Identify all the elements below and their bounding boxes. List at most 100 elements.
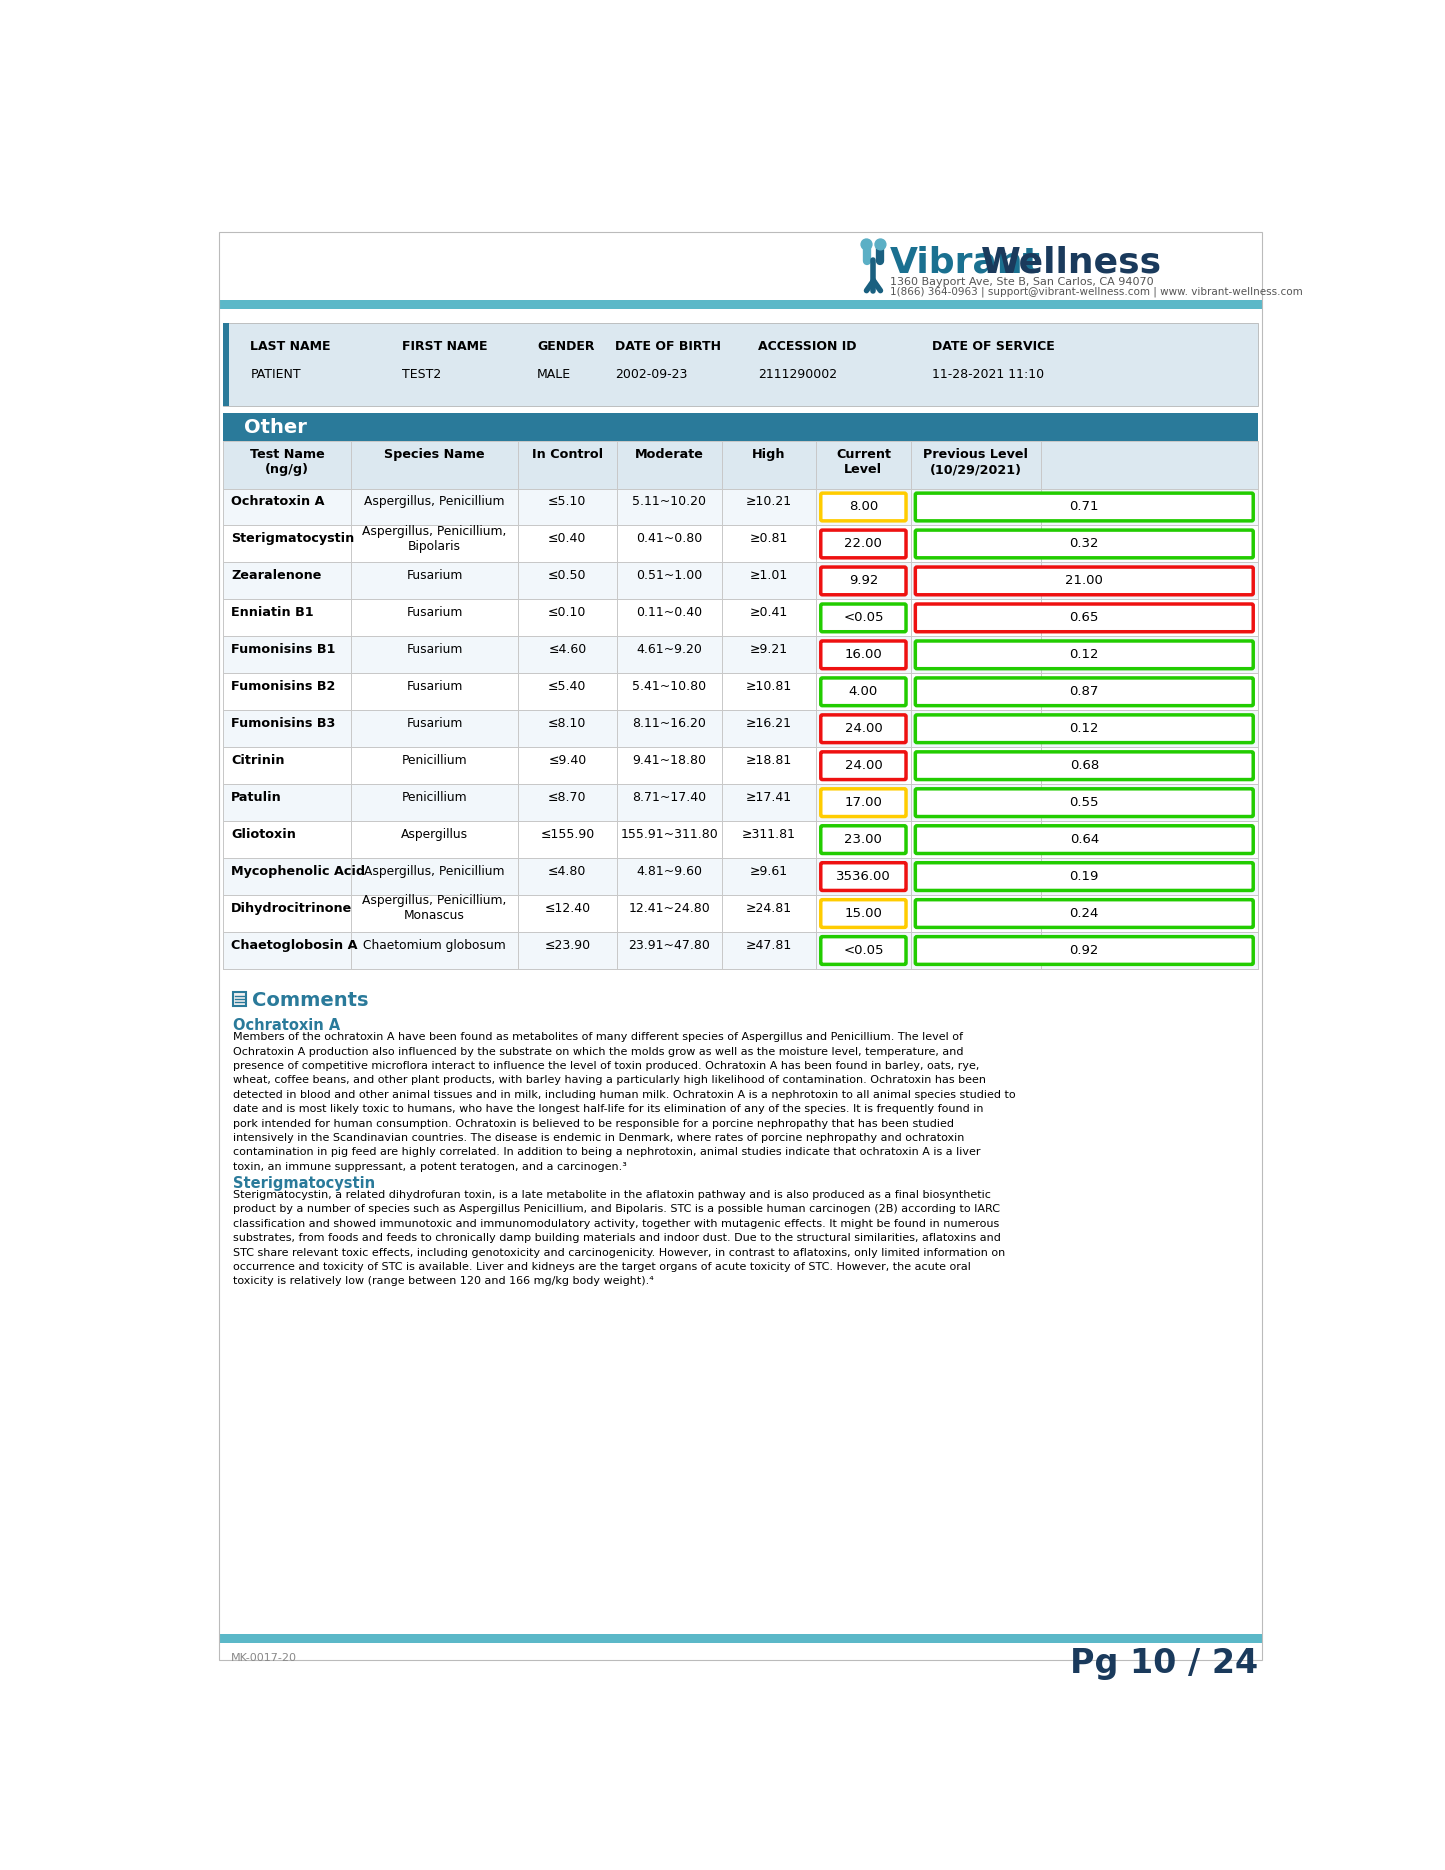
Text: ≤5.10: ≤5.10 xyxy=(548,496,587,509)
Text: 0.19: 0.19 xyxy=(1069,870,1100,883)
Text: 0.64: 0.64 xyxy=(1069,834,1098,845)
Bar xyxy=(223,600,1259,636)
Text: 5.11~10.20: 5.11~10.20 xyxy=(633,496,707,509)
FancyBboxPatch shape xyxy=(821,827,906,853)
Text: 17.00: 17.00 xyxy=(844,797,883,810)
Text: Comments: Comments xyxy=(251,991,368,1010)
Text: 23.00: 23.00 xyxy=(844,834,883,845)
FancyBboxPatch shape xyxy=(915,827,1253,853)
Bar xyxy=(223,441,1259,488)
FancyBboxPatch shape xyxy=(821,789,906,817)
Bar xyxy=(223,673,1259,711)
Text: ≤8.70: ≤8.70 xyxy=(548,791,587,804)
Text: 11-28-2021 11:10: 11-28-2021 11:10 xyxy=(932,368,1045,381)
Bar xyxy=(223,413,1259,441)
Text: Patulin: Patulin xyxy=(231,791,282,804)
FancyBboxPatch shape xyxy=(915,714,1253,742)
Text: ≥0.81: ≥0.81 xyxy=(750,533,788,544)
Text: Current
Level: Current Level xyxy=(835,449,892,477)
FancyBboxPatch shape xyxy=(915,937,1253,965)
Text: ≥10.81: ≥10.81 xyxy=(746,681,792,694)
Text: ACCESSION ID: ACCESSION ID xyxy=(759,340,857,353)
Text: 0.87: 0.87 xyxy=(1069,684,1100,698)
Text: Other: Other xyxy=(244,419,306,438)
FancyBboxPatch shape xyxy=(821,641,906,669)
FancyBboxPatch shape xyxy=(821,494,906,522)
Text: Aspergillus, Penicillium: Aspergillus, Penicillium xyxy=(364,496,504,509)
Text: Aspergillus, Penicillium,
Bipolaris: Aspergillus, Penicillium, Bipolaris xyxy=(363,525,507,552)
Text: GENDER: GENDER xyxy=(538,340,595,353)
Bar xyxy=(223,931,1259,969)
FancyBboxPatch shape xyxy=(821,604,906,632)
Text: Test Name
(ng/g): Test Name (ng/g) xyxy=(250,449,325,477)
Text: PATIENT: PATIENT xyxy=(250,368,301,381)
Text: Dihydrocitrinone: Dihydrocitrinone xyxy=(231,901,353,914)
Text: Species Name: Species Name xyxy=(384,449,484,462)
FancyBboxPatch shape xyxy=(821,937,906,965)
FancyBboxPatch shape xyxy=(821,679,906,705)
Bar xyxy=(223,563,1259,600)
Text: In Control: In Control xyxy=(532,449,603,462)
Text: 3536.00: 3536.00 xyxy=(837,870,890,883)
Text: Penicillium: Penicillium xyxy=(402,754,467,767)
Text: MK-0017-20: MK-0017-20 xyxy=(231,1653,298,1662)
Text: 155.91~311.80: 155.91~311.80 xyxy=(620,828,718,842)
Text: 0.24: 0.24 xyxy=(1069,907,1100,920)
Text: 8.00: 8.00 xyxy=(848,501,879,514)
FancyBboxPatch shape xyxy=(821,752,906,780)
Bar xyxy=(223,748,1259,784)
Text: Pg 10 / 24: Pg 10 / 24 xyxy=(1069,1647,1259,1681)
Text: Aspergillus, Penicillium,
Monascus: Aspergillus, Penicillium, Monascus xyxy=(363,894,507,922)
Text: ≤9.40: ≤9.40 xyxy=(548,754,587,767)
Text: Aspergillus: Aspergillus xyxy=(400,828,468,842)
Text: Ochratoxin A: Ochratoxin A xyxy=(231,496,325,509)
Bar xyxy=(220,1634,1261,1642)
Text: <0.05: <0.05 xyxy=(842,611,884,625)
Text: TEST2: TEST2 xyxy=(402,368,441,381)
Text: Fusarium: Fusarium xyxy=(406,606,462,619)
Text: Moderate: Moderate xyxy=(634,449,704,462)
Text: Penicillium: Penicillium xyxy=(402,791,467,804)
Bar xyxy=(223,711,1259,748)
Text: ≥24.81: ≥24.81 xyxy=(746,901,792,914)
Text: 12.41~24.80: 12.41~24.80 xyxy=(629,901,709,914)
Text: ≥17.41: ≥17.41 xyxy=(746,791,792,804)
FancyBboxPatch shape xyxy=(915,679,1253,705)
Text: ≥9.61: ≥9.61 xyxy=(750,864,788,877)
Text: 0.65: 0.65 xyxy=(1069,611,1100,625)
Text: High: High xyxy=(751,449,786,462)
Text: Enniatin B1: Enniatin B1 xyxy=(231,606,314,619)
Text: ≤0.40: ≤0.40 xyxy=(548,533,587,544)
Bar xyxy=(223,324,228,406)
Text: 4.61~9.20: 4.61~9.20 xyxy=(636,643,702,656)
Text: Gliotoxin: Gliotoxin xyxy=(231,828,296,842)
Text: 24.00: 24.00 xyxy=(844,722,883,735)
Text: ≥9.21: ≥9.21 xyxy=(750,643,788,656)
Text: ≥0.41: ≥0.41 xyxy=(750,606,788,619)
Text: 2111290002: 2111290002 xyxy=(759,368,837,381)
Bar xyxy=(223,896,1259,931)
Text: LAST NAME: LAST NAME xyxy=(250,340,331,353)
Text: 2002-09-23: 2002-09-23 xyxy=(614,368,686,381)
Text: 0.68: 0.68 xyxy=(1069,759,1098,772)
Text: ≥311.81: ≥311.81 xyxy=(741,828,796,842)
Text: <0.05: <0.05 xyxy=(842,944,884,957)
FancyBboxPatch shape xyxy=(821,567,906,595)
Text: MALE: MALE xyxy=(538,368,571,381)
Text: Vibrant: Vibrant xyxy=(890,247,1040,280)
Text: Fusarium: Fusarium xyxy=(406,643,462,656)
Text: ≤4.80: ≤4.80 xyxy=(548,864,587,877)
FancyBboxPatch shape xyxy=(915,641,1253,669)
Bar xyxy=(223,858,1259,896)
Bar xyxy=(223,525,1259,563)
Text: Aspergillus, Penicillium: Aspergillus, Penicillium xyxy=(364,864,504,877)
FancyBboxPatch shape xyxy=(915,529,1253,557)
Text: FIRST NAME: FIRST NAME xyxy=(402,340,487,353)
Text: Fusarium: Fusarium xyxy=(406,716,462,729)
FancyBboxPatch shape xyxy=(915,899,1253,928)
Text: 1360 Bayport Ave, Ste B, San Carlos, CA 94070: 1360 Bayport Ave, Ste B, San Carlos, CA … xyxy=(890,277,1153,286)
Bar xyxy=(223,636,1259,673)
Text: ≤155.90: ≤155.90 xyxy=(540,828,594,842)
Text: Fumonisins B1: Fumonisins B1 xyxy=(231,643,335,656)
Text: 0.71: 0.71 xyxy=(1069,501,1100,514)
